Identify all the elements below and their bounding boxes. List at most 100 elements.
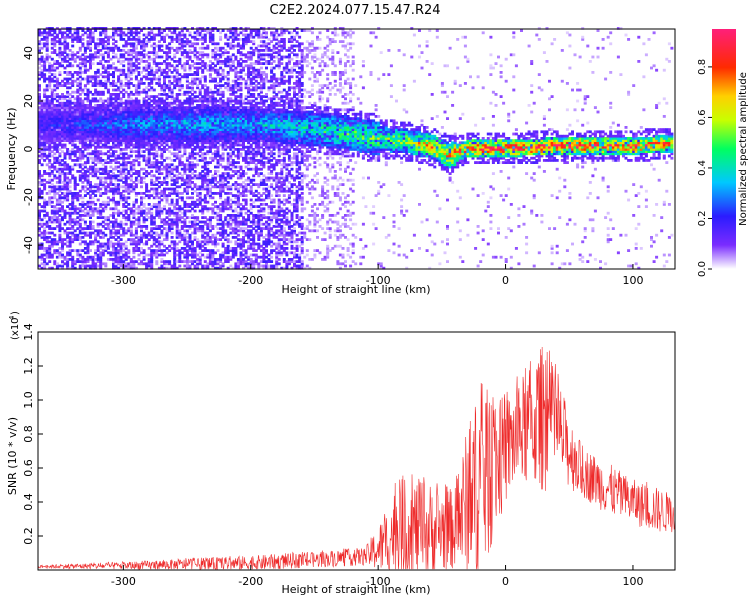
spectrogram-cell <box>137 90 141 94</box>
spectrogram-cell <box>137 128 141 131</box>
spectrogram-cell <box>203 238 207 241</box>
spectrogram-cell <box>122 194 126 197</box>
spectrogram-cell <box>178 264 182 268</box>
spectrogram-cell <box>145 262 149 266</box>
spectrogram-cell <box>73 266 77 270</box>
spectrogram-cell <box>71 200 75 204</box>
spectrogram-cell <box>196 174 200 178</box>
spectrogram-cell <box>170 134 174 138</box>
spectrogram-cell <box>175 178 179 182</box>
spectrogram-cell <box>188 123 192 127</box>
spectrogram-cell <box>38 121 41 125</box>
spectrogram-cell <box>188 174 192 178</box>
spectrogram-cell <box>180 211 184 215</box>
spectrogram-cell <box>83 51 87 54</box>
spectrogram-cell <box>53 31 57 35</box>
spectrogram-cell <box>73 130 77 134</box>
spectrogram-cell <box>188 33 192 37</box>
spectrogram-cell <box>147 150 151 153</box>
spectrogram-cell <box>147 126 151 129</box>
spectrogram-cell <box>170 137 174 140</box>
spectrogram-cell <box>152 216 156 219</box>
spectrogram-cell <box>165 108 169 112</box>
spectrogram-cell <box>152 227 156 230</box>
spectrogram-cell <box>180 141 184 145</box>
spectrogram-cell <box>114 178 118 182</box>
spectrogram-cell <box>109 244 113 248</box>
spectrogram-cell <box>196 198 200 202</box>
spectrogram-cell <box>203 35 207 39</box>
spectrogram-cell <box>140 196 143 200</box>
spectrogram-cell <box>132 121 136 125</box>
spectrogram-cell <box>137 143 141 147</box>
spectrogram-cell <box>168 35 172 39</box>
spectrogram-cell <box>170 192 174 195</box>
spectrogram-cell <box>142 137 146 140</box>
spectrogram-cell <box>188 40 192 43</box>
spectrogram-cell <box>170 266 174 270</box>
spectrogram-cell <box>45 42 49 46</box>
spectrogram-cell <box>155 178 159 182</box>
spectrogram-cell <box>55 266 59 270</box>
spectrogram-cell <box>58 220 62 224</box>
spectrogram-cell <box>96 260 100 263</box>
spectrogram-cell <box>185 55 189 59</box>
spectrogram-cell <box>91 134 95 138</box>
spectrogram-cell <box>147 77 151 81</box>
spectrogram-cell <box>160 251 164 255</box>
spectrogram-cell <box>219 231 223 235</box>
spectrogram-cell <box>132 209 136 213</box>
spectrogram-cell <box>106 225 110 228</box>
spectrogram-cell <box>48 148 52 151</box>
spectrogram-cell <box>45 211 49 215</box>
spectrogram-cell <box>157 200 161 204</box>
spectrogram-cell <box>109 95 113 98</box>
spectrogram-cell <box>142 88 146 92</box>
spectrogram-cell <box>119 247 123 250</box>
spectrogram-cell <box>175 33 179 37</box>
spectrogram-cell <box>140 238 143 241</box>
spectrogram-cell <box>188 203 192 206</box>
spectrogram-cell <box>117 104 121 107</box>
spectrogram-cell <box>68 167 72 171</box>
spectrogram-cell <box>129 150 133 153</box>
spectrogram-cell <box>211 137 215 140</box>
spectrogram-cell <box>66 53 70 57</box>
spectrogram-cell <box>104 141 108 145</box>
spectrogram-cell <box>132 139 136 142</box>
spectrogram-cell <box>129 258 133 261</box>
spectrogram-cell <box>53 104 57 107</box>
spectrogram-cell <box>168 95 172 98</box>
spectrogram-cell <box>191 260 194 263</box>
spectrogram-cell <box>191 128 194 131</box>
spectrogram-cell <box>155 225 159 228</box>
spectrogram-cell <box>73 163 77 167</box>
spectrogram-cell <box>157 139 161 142</box>
spectrogram-cell <box>61 117 64 120</box>
spectrogram-cell <box>104 172 108 175</box>
spectrogram-cell <box>66 244 70 248</box>
spectrogram-cell <box>55 176 59 180</box>
spectrogram-cell <box>165 156 169 160</box>
spectrogram-cell <box>58 62 62 65</box>
spectrogram-cell <box>203 167 207 171</box>
spectrogram-cell <box>132 119 136 123</box>
spectrogram-cell <box>101 126 105 129</box>
spectrogram-cell <box>147 196 151 200</box>
spectrogram-cell <box>38 126 41 129</box>
spectrogram-cell <box>63 77 67 81</box>
spectrogram-cell <box>208 106 212 109</box>
spectrogram-cell <box>106 38 110 41</box>
spectrogram-cell <box>165 104 169 107</box>
spectrogram-cell <box>71 196 75 200</box>
spectrogram-cell <box>94 123 98 127</box>
spectrogram-cell <box>86 233 90 237</box>
spectrogram-cell <box>48 121 52 125</box>
spectrogram-cell <box>147 258 151 261</box>
spectrogram-cell <box>137 84 141 87</box>
spectrogram-cell <box>112 167 115 171</box>
spectrogram-cell <box>99 187 103 191</box>
spectrogram-cell <box>155 253 159 257</box>
spectrogram-cell <box>119 185 123 189</box>
spectrogram-cell <box>61 242 64 246</box>
